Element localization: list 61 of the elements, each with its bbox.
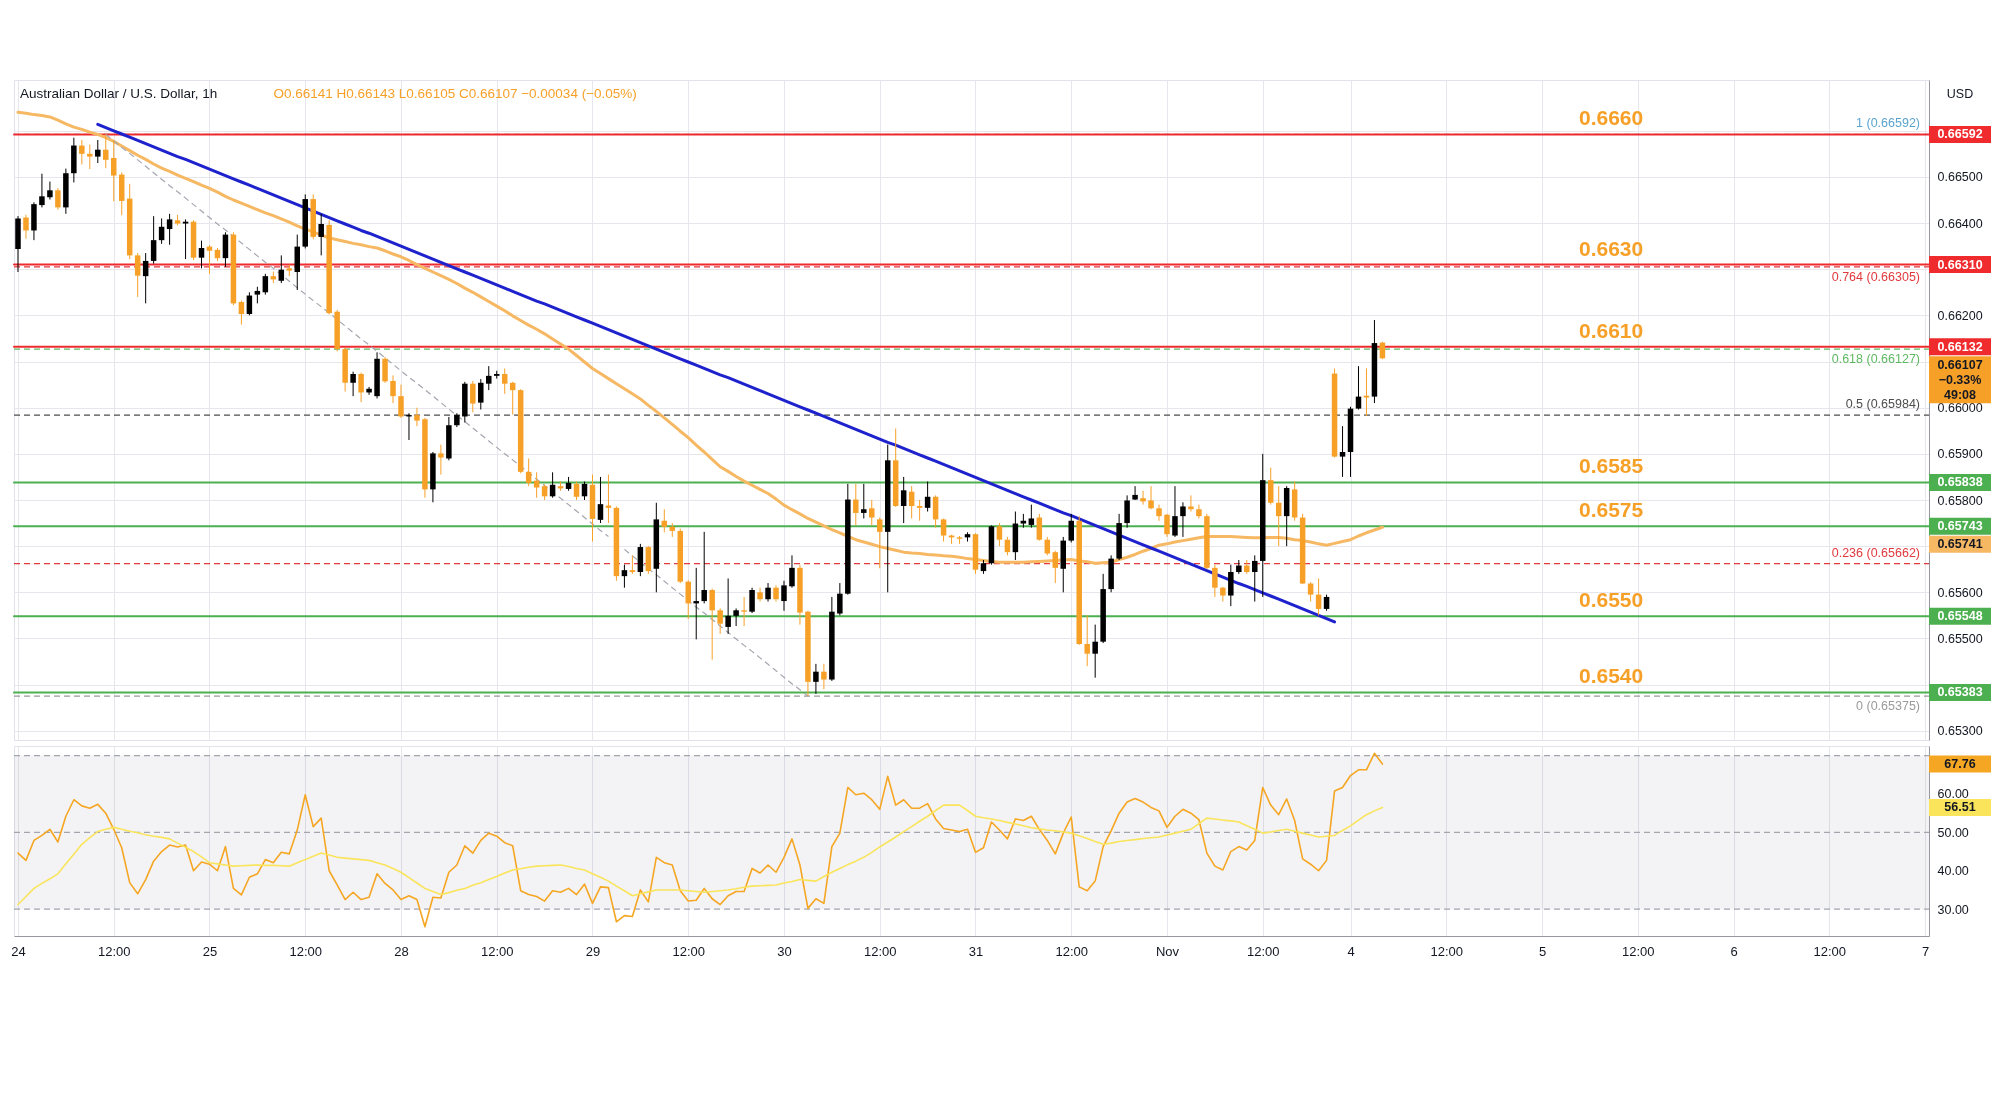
ref-line-label: 0.5 (0.65984) <box>1845 397 1920 412</box>
ref-line-label: 0.66592 <box>1937 127 1983 142</box>
x-tick-label: 12:00 <box>480 943 514 959</box>
ref-line-label: 0.65383 <box>1937 685 1983 700</box>
x-tick-label: 7 <box>1921 943 1930 959</box>
y-tick-label: 0.65900 <box>1937 447 1983 462</box>
text: 0.65741 <box>1937 537 1983 552</box>
x-tick-label: 4 <box>1347 943 1355 959</box>
x-tick-label: 12:00 <box>672 943 706 959</box>
ref-line-label: 0.764 (0.66305) <box>1831 269 1920 284</box>
y-tick-label: 0.65300 <box>1937 724 1983 739</box>
ref-line-label: 0.66310 <box>1937 257 1983 272</box>
x-tick-label: Nov <box>1155 943 1180 959</box>
text: 67.76 <box>1944 757 1976 772</box>
x-tick-label: 12:00 <box>97 943 131 959</box>
x-tick-label: 29 <box>585 943 601 959</box>
chart-title: Australian Dollar / U.S. Dollar, 1h <box>20 86 218 101</box>
y-tick-label: 0.65800 <box>1937 493 1983 508</box>
ref-line-label: 1 (0.66592) <box>1856 116 1920 131</box>
ref-line-label: 0.66132 <box>1937 339 1983 354</box>
x-tick-label: 12:00 <box>1430 943 1464 959</box>
y-tick-label: 50.00 <box>1937 825 1969 840</box>
x-tick-label: 5 <box>1538 943 1547 959</box>
ref-line-label: 0.618 (0.66127) <box>1831 352 1920 367</box>
x-tick-label: 25 <box>202 943 218 959</box>
y-tick-label: 0.65600 <box>1937 585 1983 600</box>
x-tick-label: 28 <box>394 943 409 959</box>
x-tick-label: 24 <box>11 943 26 959</box>
y-tick-label: 0.65500 <box>1937 631 1983 646</box>
y-tick-label: 0.66400 <box>1937 216 1983 231</box>
x-tick-label: 31 <box>968 943 984 959</box>
y-tick-label: 60.00 <box>1937 787 1969 802</box>
y-axis-title: USD <box>1946 87 1974 101</box>
annotation: 0.6550 <box>1578 588 1644 612</box>
ref-line-label: 0.65838 <box>1937 475 1983 490</box>
text: 0.66107 −0.33% 49:08 <box>1937 357 1983 402</box>
text: 56.51 <box>1944 800 1976 815</box>
x-tick-label: 12:00 <box>1055 943 1089 959</box>
annotation: 0.6585 <box>1578 454 1644 478</box>
annotation: 0.6660 <box>1578 106 1644 130</box>
annotation: 0.6630 <box>1578 236 1644 260</box>
y-tick-label: 30.00 <box>1937 902 1969 917</box>
chart-subtitle: O0.66141 H0.66143 L0.66105 C0.66107 −0.00034 (−0.05%) <box>273 86 637 101</box>
ref-line-label: 0 (0.65375) <box>1856 699 1920 714</box>
annotation: 0.6540 <box>1578 664 1644 688</box>
x-tick-label: 6 <box>1730 943 1738 959</box>
y-tick-label: 0.66500 <box>1937 170 1983 185</box>
y-tick-label: 0.66200 <box>1937 308 1983 323</box>
y-tick-label: 0.66000 <box>1937 401 1983 416</box>
x-tick-label: 12:00 <box>863 943 897 959</box>
annotation: 0.6610 <box>1578 318 1644 342</box>
x-tick-label: 12:00 <box>1621 943 1655 959</box>
ref-line-label: 0.65743 <box>1937 519 1983 534</box>
x-tick-label: 12:00 <box>289 943 323 959</box>
x-tick-label: 12:00 <box>1813 943 1847 959</box>
y-tick-label: 40.00 <box>1937 864 1969 879</box>
ref-line-label: 0.236 (0.65662) <box>1831 545 1920 560</box>
annotation: 0.6575 <box>1578 498 1644 522</box>
ref-line-label: 0.65548 <box>1937 609 1983 624</box>
x-tick-label: 12:00 <box>1246 943 1280 959</box>
x-tick-label: 30 <box>777 943 792 959</box>
